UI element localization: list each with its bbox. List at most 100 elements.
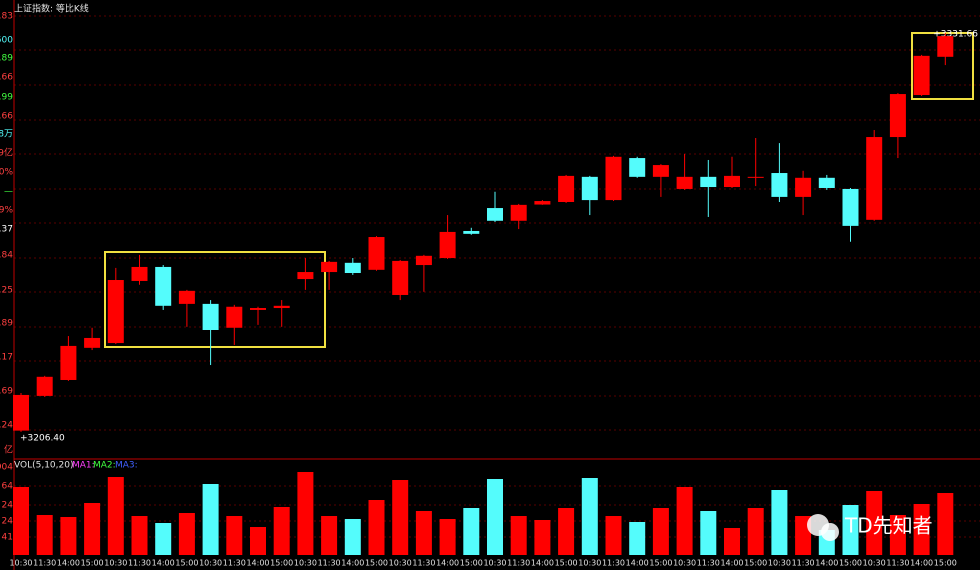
volume-bar <box>60 517 77 555</box>
x-tick-label: 15:00 <box>649 559 672 568</box>
side-label: .99 <box>0 93 13 103</box>
x-tick-label: 15:00 <box>175 559 198 568</box>
x-tick-label: 15:00 <box>744 559 767 568</box>
x-tick-label: 11:30 <box>223 559 246 568</box>
side-label: .89 <box>0 54 13 64</box>
x-tick-label: 14:00 <box>246 559 269 568</box>
x-tick-label: 11:30 <box>128 559 151 568</box>
volume-legend: VOL(5,10,20) <box>14 461 73 471</box>
volume-bar <box>321 516 338 555</box>
candle-body <box>913 55 930 96</box>
side-label: .17 <box>0 353 13 363</box>
x-tick-label: 11:30 <box>507 559 530 568</box>
volume-bar <box>107 477 124 555</box>
volume-bar <box>889 515 906 555</box>
x-tick-label: 11:30 <box>697 559 720 568</box>
candle-body <box>581 176 598 201</box>
side-label: .89 <box>0 319 13 329</box>
volume-bar <box>937 493 954 555</box>
x-tick-label: 10:30 <box>389 559 412 568</box>
candle-body <box>534 201 551 205</box>
x-tick-label: 11:30 <box>886 559 909 568</box>
volume-bar <box>250 527 266 555</box>
side-label: .66 <box>0 112 13 122</box>
volume-bar <box>202 484 219 555</box>
side-label: .24 <box>0 421 13 431</box>
volume-bar <box>676 487 693 555</box>
candle-body <box>747 176 764 178</box>
candle-body <box>842 188 859 226</box>
volume-bar <box>510 516 527 555</box>
x-tick-label: 14:00 <box>626 559 649 568</box>
candle-body <box>439 231 456 259</box>
x-tick-label: 11:30 <box>602 559 625 568</box>
side-label: .69 <box>0 387 13 397</box>
x-tick-label: 15:00 <box>365 559 388 568</box>
candle-body <box>344 262 361 274</box>
volume-bar <box>629 522 646 555</box>
side-label: 24 <box>2 501 14 511</box>
candle-body <box>226 306 243 328</box>
watermark-icon <box>821 523 839 541</box>
high-annotation: +3331.66 <box>933 30 978 40</box>
x-tick-label: 14:00 <box>436 559 459 568</box>
volume-bar <box>297 472 314 555</box>
highlight-box <box>911 32 974 100</box>
volume-bar <box>652 508 669 555</box>
side-label: 904 <box>0 463 13 473</box>
x-tick-label: 10:30 <box>578 559 601 568</box>
candle-body <box>107 280 124 344</box>
candle-body <box>297 272 314 280</box>
candle-body <box>178 290 195 304</box>
x-tick-label: 10:30 <box>9 559 32 568</box>
candle-body <box>415 255 432 266</box>
side-label: 24 <box>2 517 14 527</box>
candle-body <box>605 156 622 201</box>
candle-body <box>60 345 77 380</box>
chart-title: 上证指数: 等比K线 <box>14 3 89 15</box>
volume-legend: MA3: <box>115 461 138 471</box>
candle-body <box>700 176 717 188</box>
side-label: 8万 <box>0 130 13 140</box>
candle-body <box>771 173 788 197</box>
candle-body <box>273 305 290 309</box>
candle-body <box>487 208 503 221</box>
candle-body <box>889 94 906 138</box>
candle-body <box>250 308 266 310</box>
candle-body <box>795 177 812 197</box>
side-label: .84 <box>0 251 13 261</box>
volume-legend: MA2: <box>93 461 116 471</box>
candle-body <box>652 165 669 177</box>
watermark-text: TD先知者 <box>844 514 933 538</box>
x-tick-label: 14:00 <box>57 559 80 568</box>
volume-bar <box>605 516 622 555</box>
volume-bar <box>84 503 101 555</box>
candle-body <box>84 337 101 348</box>
side-label: .25 <box>0 286 13 296</box>
x-tick-label: 10:30 <box>768 559 791 568</box>
volume-bar <box>439 519 456 555</box>
volume-bar <box>131 516 148 555</box>
x-tick-label: 15:00 <box>81 559 104 568</box>
side-label: .66 <box>0 73 13 83</box>
x-tick-label: 10:30 <box>104 559 127 568</box>
volume-bar <box>724 528 740 555</box>
candle-body <box>724 175 740 188</box>
volume-bar <box>866 491 883 555</box>
candle-body <box>866 137 883 220</box>
x-tick-label: 11:30 <box>412 559 435 568</box>
volume-bar <box>487 479 503 555</box>
volume-bar <box>415 511 432 555</box>
volume-bar <box>226 516 243 555</box>
side-label: .83 <box>0 12 13 22</box>
candle-body <box>510 204 527 221</box>
x-tick-label: 10:30 <box>483 559 506 568</box>
volume-bar <box>178 513 195 555</box>
side-label: 64 <box>2 482 14 492</box>
volume-bar <box>463 508 480 555</box>
volume-bar <box>36 515 53 555</box>
candle-body <box>392 260 409 295</box>
x-tick-label: 14:00 <box>152 559 175 568</box>
volume-bar <box>558 508 575 555</box>
